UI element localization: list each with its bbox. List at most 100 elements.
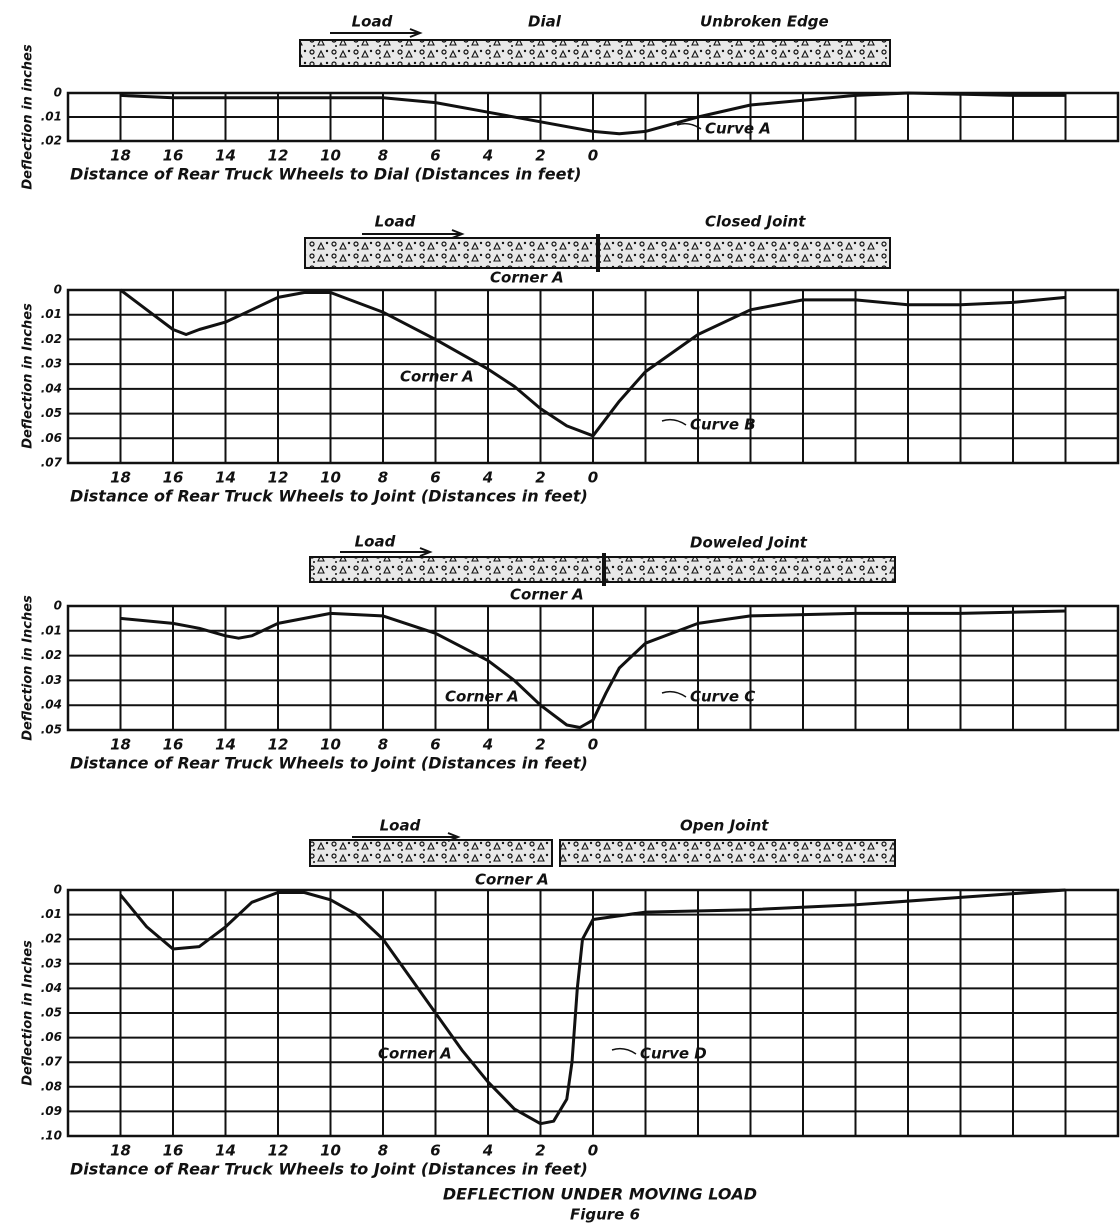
x-tick-label: 12 bbox=[268, 469, 289, 487]
y-tick-label: .08 bbox=[41, 1079, 62, 1093]
x-tick-label: 10 bbox=[320, 1142, 341, 1160]
x-tick-label: 16 bbox=[163, 736, 184, 754]
y-axis-label: Deflection in Inches bbox=[21, 595, 36, 741]
x-tick-label: 6 bbox=[430, 469, 440, 487]
y-tick-label: .10 bbox=[41, 1129, 62, 1143]
y-axis-label: Deflection in Inches bbox=[21, 940, 36, 1086]
diagram-label: Closed Joint bbox=[705, 213, 806, 231]
x-tick-label: 2 bbox=[535, 1142, 545, 1160]
x-tick-label: 8 bbox=[378, 1142, 388, 1160]
x-tick-label: 6 bbox=[430, 736, 440, 754]
x-tick-label: 0 bbox=[588, 469, 598, 487]
y-tick-label: .02 bbox=[41, 648, 62, 662]
load-arrow bbox=[362, 230, 462, 238]
x-tick-label: 16 bbox=[163, 1142, 184, 1160]
x-tick-label: 0 bbox=[588, 736, 598, 754]
curve-label: Curve A bbox=[705, 120, 771, 138]
slab bbox=[560, 840, 895, 866]
y-tick-label: .02 bbox=[41, 134, 62, 148]
y-axis-label: Deflection in Inches bbox=[21, 303, 36, 449]
x-axis-label: Distance of Rear Truck Wheels to Joint (… bbox=[70, 754, 588, 773]
y-tick-label: 0 bbox=[54, 86, 62, 100]
y-tick-label: .05 bbox=[41, 1006, 62, 1020]
y-tick-label: 0 bbox=[54, 599, 62, 613]
diagram-label: Load bbox=[355, 533, 396, 551]
diagram-label: Load bbox=[380, 817, 421, 835]
curve-label: Curve C bbox=[690, 688, 755, 706]
y-tick-label: 0 bbox=[54, 283, 62, 297]
x-tick-label: 12 bbox=[268, 1142, 289, 1160]
figure: DEFLECTION UNDER MOVING LOAD Figure 6 Lo… bbox=[0, 0, 1120, 1224]
y-tick-label: .04 bbox=[41, 698, 62, 712]
curve-label: Curve D bbox=[640, 1045, 707, 1063]
y-tick-label: .04 bbox=[41, 981, 62, 995]
diagram-label: Unbroken Edge bbox=[700, 13, 829, 31]
y-axis-label: Deflection in inches bbox=[21, 44, 36, 189]
diagram-label: Corner A bbox=[475, 871, 549, 889]
x-axis-label: Distance of Rear Truck Wheels to Joint (… bbox=[70, 487, 588, 506]
x-tick-label: 6 bbox=[430, 147, 440, 165]
figure-label: Figure 6 bbox=[570, 1206, 640, 1224]
slab bbox=[310, 840, 552, 866]
x-tick-label: 4 bbox=[482, 469, 493, 487]
y-tick-label: .07 bbox=[41, 1055, 63, 1069]
y-tick-label: .03 bbox=[41, 673, 62, 687]
x-tick-label: 8 bbox=[378, 469, 388, 487]
corner-annotation: Corner A bbox=[378, 1045, 452, 1063]
x-tick-label: 18 bbox=[110, 147, 131, 165]
slab bbox=[300, 40, 890, 66]
x-axis-label: Distance of Rear Truck Wheels to Joint (… bbox=[70, 1160, 588, 1179]
x-tick-label: 0 bbox=[588, 1142, 598, 1160]
y-tick-label: .01 bbox=[41, 110, 62, 124]
diagram-label: Open Joint bbox=[680, 817, 769, 835]
y-tick-label: .01 bbox=[41, 907, 62, 921]
leader bbox=[662, 692, 686, 697]
x-tick-label: 10 bbox=[320, 736, 341, 754]
y-tick-label: .01 bbox=[41, 623, 62, 637]
x-axis-label: Distance of Rear Truck Wheels to Dial (D… bbox=[70, 165, 581, 184]
y-tick-label: .06 bbox=[41, 431, 62, 445]
y-tick-label: .02 bbox=[41, 932, 62, 946]
diagram-label: Dial bbox=[528, 13, 562, 31]
x-tick-label: 18 bbox=[110, 469, 131, 487]
x-tick-label: 16 bbox=[163, 469, 184, 487]
x-tick-label: 2 bbox=[535, 736, 545, 754]
x-tick-label: 8 bbox=[378, 147, 388, 165]
leader bbox=[612, 1049, 636, 1054]
caption: DEFLECTION UNDER MOVING LOAD bbox=[443, 1185, 757, 1204]
x-tick-label: 12 bbox=[268, 147, 289, 165]
leader bbox=[662, 420, 686, 425]
x-tick-label: 0 bbox=[588, 147, 598, 165]
diagram-label: Load bbox=[352, 13, 393, 31]
y-tick-label: .02 bbox=[41, 332, 62, 346]
y-tick-label: .05 bbox=[41, 406, 62, 420]
y-tick-label: .03 bbox=[41, 357, 62, 371]
x-tick-label: 14 bbox=[215, 147, 236, 165]
corner-annotation: Corner A bbox=[400, 368, 474, 386]
x-tick-label: 2 bbox=[535, 147, 545, 165]
x-tick-label: 6 bbox=[430, 1142, 440, 1160]
diagram-label: Doweled Joint bbox=[690, 534, 808, 552]
x-tick-label: 12 bbox=[268, 736, 289, 754]
x-tick-label: 10 bbox=[320, 469, 341, 487]
y-tick-label: 0 bbox=[54, 883, 62, 897]
y-tick-label: .04 bbox=[41, 381, 62, 395]
x-tick-label: 10 bbox=[320, 147, 341, 165]
y-tick-label: .09 bbox=[41, 1104, 62, 1118]
x-tick-label: 4 bbox=[482, 1142, 493, 1160]
diagram-label: Load bbox=[375, 213, 416, 231]
diagram-label: Corner A bbox=[510, 586, 584, 604]
x-tick-label: 4 bbox=[482, 147, 493, 165]
y-tick-label: .03 bbox=[41, 956, 62, 970]
x-tick-label: 18 bbox=[110, 1142, 131, 1160]
x-tick-label: 16 bbox=[163, 147, 184, 165]
corner-annotation: Corner A bbox=[445, 688, 519, 706]
x-tick-label: 4 bbox=[482, 736, 493, 754]
y-tick-label: .06 bbox=[41, 1030, 62, 1044]
y-tick-label: .01 bbox=[41, 307, 62, 321]
x-tick-label: 18 bbox=[110, 736, 131, 754]
y-tick-label: .07 bbox=[41, 456, 63, 470]
x-tick-label: 2 bbox=[535, 469, 545, 487]
x-tick-label: 14 bbox=[215, 1142, 236, 1160]
x-tick-label: 8 bbox=[378, 736, 388, 754]
